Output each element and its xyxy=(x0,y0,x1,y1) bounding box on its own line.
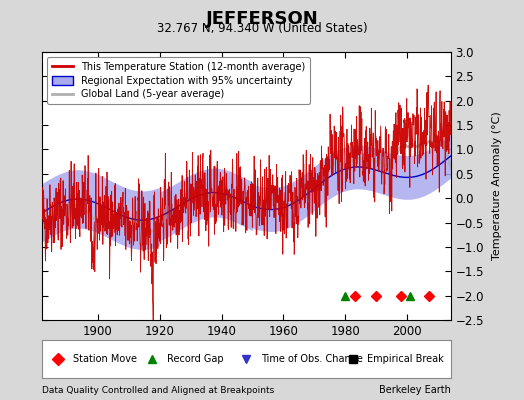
Text: JEFFERSON: JEFFERSON xyxy=(205,10,319,28)
Y-axis label: Temperature Anomaly (°C): Temperature Anomaly (°C) xyxy=(493,112,503,260)
Text: Station Move: Station Move xyxy=(72,354,137,364)
Text: Berkeley Earth: Berkeley Earth xyxy=(379,385,451,395)
Text: Time of Obs. Change: Time of Obs. Change xyxy=(260,354,363,364)
Text: Empirical Break: Empirical Break xyxy=(367,354,444,364)
Text: Record Gap: Record Gap xyxy=(167,354,223,364)
Text: Data Quality Controlled and Aligned at Breakpoints: Data Quality Controlled and Aligned at B… xyxy=(42,386,274,395)
Legend: This Temperature Station (12-month average), Regional Expectation with 95% uncer: This Temperature Station (12-month avera… xyxy=(47,57,310,104)
Text: 32.767 N, 94.340 W (United States): 32.767 N, 94.340 W (United States) xyxy=(157,22,367,35)
